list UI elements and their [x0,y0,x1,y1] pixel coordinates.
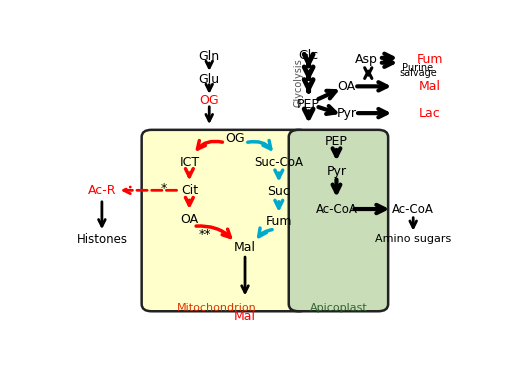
Text: Amino sugars: Amino sugars [375,234,451,244]
Text: Apicoplast: Apicoplast [309,303,367,313]
Text: OA: OA [180,212,199,226]
Text: salvage: salvage [399,68,437,77]
Text: OG: OG [200,94,219,107]
Text: OA: OA [338,80,356,93]
Text: Purine: Purine [402,64,433,74]
Text: Glc: Glc [299,49,319,62]
Text: Asp: Asp [355,53,378,66]
Text: Ac-R: Ac-R [88,184,116,197]
Text: Suc-CoA: Suc-CoA [254,156,303,169]
Text: Mitochondrion: Mitochondrion [177,303,257,313]
Text: Mal: Mal [234,241,256,254]
Text: *: * [161,183,167,195]
Text: **: ** [199,229,211,242]
Text: Pyr: Pyr [337,107,357,120]
Text: Ac-CoA: Ac-CoA [392,203,434,215]
Text: Fum: Fum [417,53,443,66]
FancyBboxPatch shape [289,130,388,311]
Text: OG: OG [225,132,245,145]
Text: PEP: PEP [297,98,320,111]
Text: Ac-CoA: Ac-CoA [315,203,358,215]
Text: PEP: PEP [325,135,348,148]
Text: Lac: Lac [419,107,441,120]
Text: Cit: Cit [181,184,198,197]
Text: Histones: Histones [76,233,127,246]
Text: Suc: Suc [267,185,290,198]
Text: Mal: Mal [234,310,256,323]
Text: Gln: Gln [199,50,220,63]
FancyBboxPatch shape [142,130,309,311]
Text: Glu: Glu [199,73,220,86]
Text: Mal: Mal [419,80,441,93]
Text: Glycolysis: Glycolysis [294,58,304,107]
Text: ICT: ICT [180,156,200,169]
Text: Pyr: Pyr [326,165,346,178]
Text: Fum: Fum [266,215,292,229]
